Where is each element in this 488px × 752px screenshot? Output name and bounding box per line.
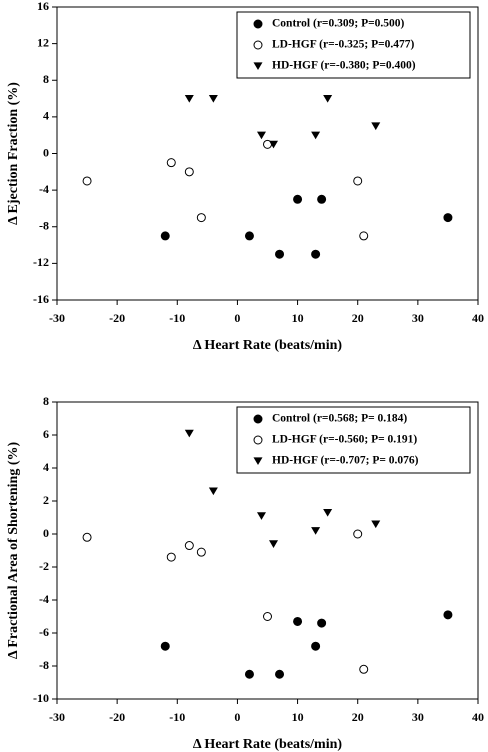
legend-marker: [253, 62, 263, 71]
data-point: [208, 94, 218, 103]
y-tick-label: -10: [33, 691, 49, 705]
data-point: [275, 249, 285, 259]
y-tick-label: 2: [43, 493, 49, 507]
data-point: [275, 669, 285, 679]
x-tick-label: 30: [412, 311, 424, 325]
data-point: [166, 158, 176, 168]
y-tick-label: 4: [43, 109, 49, 123]
data-point: [359, 231, 369, 241]
x-tick-label: 20: [352, 311, 364, 325]
x-tick-label: 40: [472, 710, 484, 724]
data-point: [371, 122, 381, 131]
data-point: [311, 131, 321, 140]
data-point: [323, 94, 333, 103]
legend-marker: [253, 457, 263, 466]
x-axis-label: Δ Heart Rate (beats/min): [193, 737, 342, 752]
legend-label: LD-HGF (r=-0.560; P= 0.191): [272, 434, 417, 446]
legend-label: HD-HGF (r=-0.380; P=0.400): [272, 60, 416, 72]
legend-marker: [253, 435, 263, 445]
legend-label: Control (r=0.309; P=0.500): [272, 18, 405, 30]
y-tick-label: 4: [43, 460, 49, 474]
data-point: [443, 610, 453, 620]
x-tick-label: 0: [234, 710, 240, 724]
x-axis-label: Δ Heart Rate (beats/min): [193, 338, 342, 353]
y-tick-label: -12: [33, 255, 49, 269]
y-tick-label: -4: [39, 592, 49, 606]
data-point: [311, 641, 321, 651]
data-point: [293, 194, 303, 204]
data-point: [263, 612, 272, 621]
data-point: [353, 176, 363, 186]
x-tick-label: -30: [49, 311, 65, 325]
data-point: [166, 552, 176, 562]
data-point: [317, 618, 327, 628]
data-point: [359, 664, 369, 674]
y-tick-label: -8: [39, 658, 49, 672]
data-point: [256, 512, 266, 520]
data-point: [184, 94, 194, 103]
x-tick-label: -10: [169, 311, 185, 325]
legend-box: [236, 406, 471, 474]
data-point: [184, 167, 194, 177]
y-tick-label: -16: [33, 292, 49, 306]
legend-label: LD-HGF (r=-0.325; P=0.477): [272, 39, 415, 51]
data-point: [371, 520, 381, 529]
y-tick-label: 12: [37, 35, 49, 49]
data-point: [208, 487, 218, 496]
x-tick-label: 40: [472, 311, 484, 325]
x-tick-label: 30: [412, 710, 424, 724]
data-point: [353, 529, 363, 539]
data-point: [317, 194, 327, 204]
legend-marker: [253, 414, 263, 424]
data-point: [82, 176, 92, 186]
data-point: [244, 669, 254, 679]
x-tick-label: -10: [169, 710, 185, 724]
data-point: [443, 213, 453, 223]
y-tick-label: 6: [43, 427, 49, 441]
x-tick-label: -20: [109, 311, 125, 325]
legend-marker: [253, 19, 263, 29]
data-point: [269, 140, 279, 149]
data-point: [311, 249, 321, 259]
legend-box: [236, 11, 471, 79]
data-point: [196, 213, 206, 223]
legend-label: Control (r=0.568; P= 0.184): [272, 413, 407, 425]
y-tick-label: 16: [37, 0, 49, 13]
data-point: [293, 616, 303, 626]
y-tick-label: 0: [43, 145, 49, 159]
x-tick-label: 10: [292, 710, 304, 724]
y-tick-label: -8: [39, 219, 49, 233]
data-point: [160, 641, 170, 651]
y-tick-label: 8: [43, 394, 49, 408]
data-point: [244, 231, 254, 241]
data-point: [160, 231, 170, 241]
y-tick-label: 8: [43, 72, 49, 86]
y-tick-label: -2: [39, 559, 49, 573]
x-tick-label: 0: [234, 311, 240, 325]
x-tick-label: 10: [292, 311, 304, 325]
x-tick-label: 20: [352, 710, 364, 724]
data-point: [184, 429, 194, 438]
data-point: [196, 547, 206, 557]
data-point: [323, 508, 333, 517]
data-point: [184, 541, 194, 551]
y-axis-label: Δ Ejection Fraction (%): [6, 82, 21, 225]
plot-frame: [56, 401, 479, 700]
x-tick-label: -30: [49, 710, 65, 724]
legend-label: HD-HGF (r=-0.707; P= 0.076): [272, 455, 419, 467]
data-point: [269, 540, 279, 548]
data-point: [256, 131, 266, 140]
data-point: [311, 527, 321, 535]
legend-marker: [253, 40, 263, 50]
y-tick-label: 0: [43, 526, 49, 540]
y-tick-label: -4: [39, 182, 49, 196]
data-point: [82, 532, 92, 542]
x-tick-label: -20: [109, 710, 125, 724]
y-axis-label: Δ Fractional Area of Shortening (%): [6, 441, 21, 659]
y-tick-label: -6: [39, 625, 49, 639]
